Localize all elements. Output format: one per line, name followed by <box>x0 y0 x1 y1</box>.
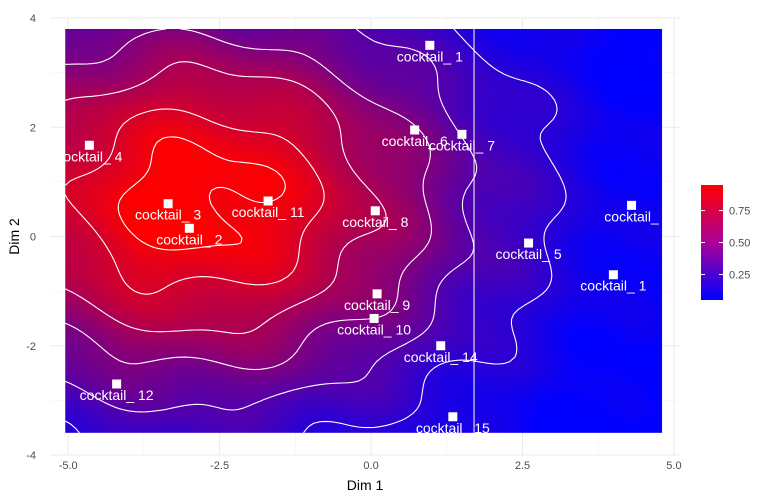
y-tick-label: 0 <box>30 232 36 244</box>
point-label: cocktail_ 10 <box>337 321 411 337</box>
x-tick-label: 5.0 <box>666 460 681 472</box>
contour-lines <box>65 28 567 433</box>
point-label: cocktail_ 12 <box>80 387 154 403</box>
x-axis-ticks: -5.0 -2.5 0.0 2.5 5.0 <box>59 460 682 472</box>
point-label: cocktail_ 8 <box>342 214 408 230</box>
point-marker <box>410 125 420 135</box>
point-label: cocktail_ 3 <box>135 207 201 223</box>
legend-tick-label: 0.75 <box>729 206 750 218</box>
point-marker <box>84 140 94 150</box>
point-marker <box>184 223 194 233</box>
x-tick-label: 2.5 <box>515 460 530 472</box>
y-tick-label: -4 <box>26 450 36 462</box>
y-tick-label: -2 <box>26 341 36 353</box>
point-label: cocktail_ 7 <box>429 137 495 153</box>
contour-line <box>117 136 286 251</box>
point-marker <box>369 313 379 323</box>
legend-colorbar <box>701 185 723 300</box>
point-label: cocktail_ 2 <box>156 231 222 247</box>
y-tick-label: 2 <box>30 122 36 134</box>
contour-line <box>65 61 387 335</box>
x-tick-label: 0.0 <box>363 460 378 472</box>
y-tick-label: 4 <box>30 13 36 25</box>
point-label: cocktail_ 15 <box>416 420 490 436</box>
point-marker <box>425 40 435 50</box>
y-axis-title: Dim 2 <box>6 218 22 255</box>
point-marker <box>627 200 637 210</box>
heatmap-surface <box>65 28 663 433</box>
point-marker <box>448 412 458 422</box>
point-label: cocktail_ 6 <box>382 133 448 149</box>
contour-line <box>65 28 433 371</box>
point-label: cocktail_ 14 <box>404 349 478 365</box>
point-marker <box>112 379 122 389</box>
point-label: cocktail_ <box>604 208 659 224</box>
color-legend: 0.25 0.50 0.75 <box>701 185 750 300</box>
point-marker <box>608 270 618 280</box>
x-axis-title: Dim 1 <box>347 477 384 493</box>
heatmap-image <box>65 28 663 433</box>
point-marker <box>163 199 173 209</box>
y-axis-ticks: -4 -2 0 2 4 <box>26 13 36 462</box>
legend-tick-label: 0.25 <box>729 269 750 281</box>
x-tick-label: -5.0 <box>59 460 78 472</box>
point-label: cocktail_ 1 <box>580 278 646 294</box>
point-label: cocktail_ 9 <box>344 297 410 313</box>
point-marker <box>524 238 534 248</box>
data-points: cocktail_ 1 cocktail_ 2 cocktail_ 3 cocktai… <box>56 40 659 436</box>
point-label: cocktail_ 11 <box>232 204 305 220</box>
point-label: cocktail_ 1 <box>397 48 463 64</box>
legend-tick-label: 0.50 <box>729 238 750 250</box>
point-marker <box>263 196 273 206</box>
point-marker <box>436 341 446 351</box>
point-marker <box>457 129 467 139</box>
point-label: cocktail_ 4 <box>56 148 122 164</box>
contour-line <box>65 28 567 433</box>
point-label: cocktail_ 5 <box>495 246 561 262</box>
point-marker <box>372 289 382 299</box>
point-marker <box>370 206 380 216</box>
x-tick-label: -2.5 <box>210 460 229 472</box>
contour-line <box>65 108 325 295</box>
legend-ticks: 0.25 0.50 0.75 <box>701 206 750 281</box>
